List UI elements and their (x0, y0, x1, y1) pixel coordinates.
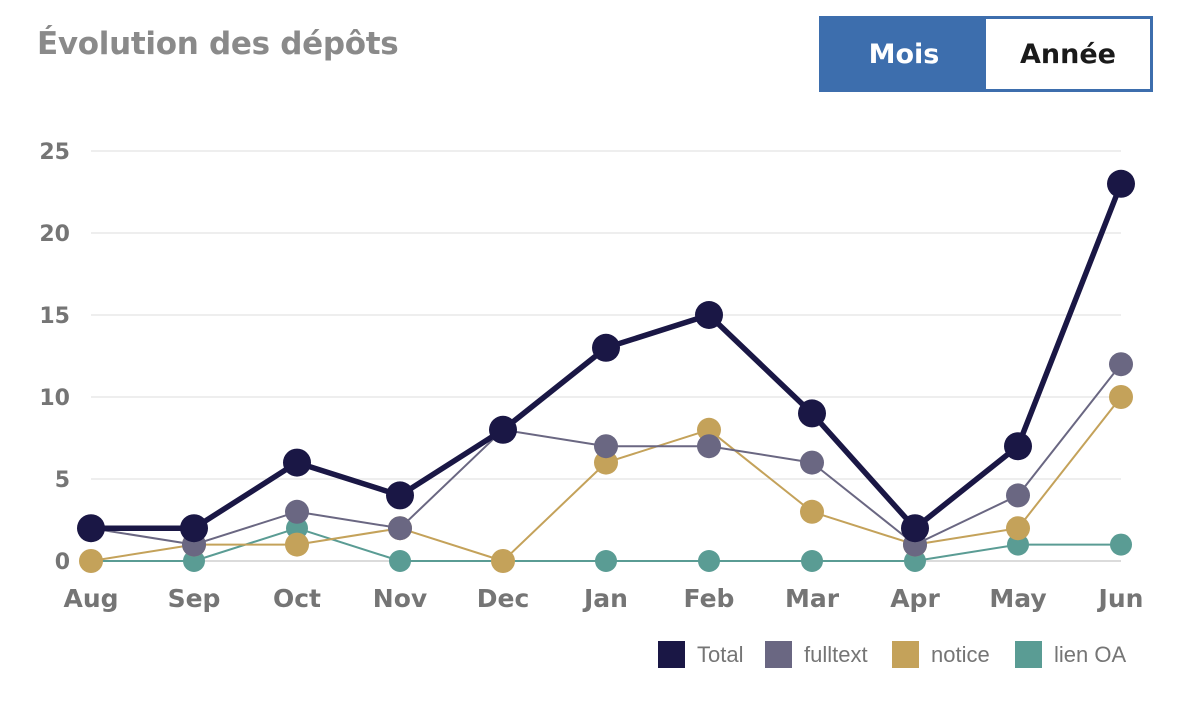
y-tick-label: 15 (39, 304, 70, 329)
data-point[interactable] (1109, 352, 1133, 377)
x-tick-label: Mar (785, 584, 840, 613)
data-point[interactable] (1107, 169, 1135, 198)
data-point[interactable] (1007, 533, 1029, 556)
data-point[interactable] (283, 448, 311, 477)
data-point[interactable] (285, 532, 309, 557)
data-point[interactable] (79, 549, 103, 573)
x-tick-label: Feb (684, 584, 735, 613)
data-point[interactable] (1110, 533, 1132, 556)
x-tick-label: Sep (168, 584, 221, 613)
x-tick-label: May (989, 584, 1046, 613)
data-point[interactable] (286, 517, 308, 540)
legend-label: fulltext (804, 642, 868, 667)
legend-label: Total (697, 642, 743, 667)
legend-item[interactable]: fulltext (765, 641, 868, 668)
data-point[interactable] (594, 434, 618, 459)
data-point[interactable] (1006, 516, 1030, 541)
legend: Total fulltext notice lien OA (658, 641, 1126, 668)
data-point[interactable] (901, 514, 929, 543)
month-button[interactable]: Mois (822, 19, 986, 89)
data-point[interactable] (491, 549, 515, 573)
data-point[interactable] (800, 499, 824, 524)
legend-item[interactable]: lien OA (1015, 641, 1126, 668)
data-point[interactable] (388, 516, 412, 541)
series-fulltext (79, 352, 1133, 557)
legend-item[interactable]: notice (892, 641, 990, 668)
legend-swatch (892, 641, 919, 668)
data-point[interactable] (801, 550, 823, 572)
x-tick-label: Oct (273, 584, 321, 613)
chart-title: Évolution des dépôts (37, 26, 399, 62)
period-toggle: Mois Année (819, 16, 1153, 92)
x-tick-label: Nov (373, 584, 427, 613)
legend-swatch (1015, 641, 1042, 668)
data-point[interactable] (695, 301, 723, 329)
data-point[interactable] (77, 514, 105, 543)
legend-label: notice (931, 642, 990, 667)
y-tick-label: 10 (39, 386, 70, 411)
y-tick-label: 20 (39, 222, 70, 247)
data-point[interactable] (1006, 483, 1030, 508)
x-tick-label: Apr (890, 584, 940, 613)
data-point[interactable] (697, 417, 721, 442)
legend-swatch (658, 641, 685, 668)
data-point[interactable] (285, 499, 309, 524)
x-tick-label: Dec (477, 584, 530, 613)
data-point[interactable] (595, 550, 617, 572)
x-tick-label: Jan (582, 584, 628, 613)
y-tick-label: 5 (55, 468, 70, 493)
data-point[interactable] (1109, 385, 1133, 409)
x-tick-label: Jun (1097, 584, 1144, 613)
legend-item[interactable]: Total (658, 641, 743, 668)
data-point[interactable] (386, 481, 414, 510)
y-axis-ticks: 0 5 10 15 20 25 (39, 140, 70, 575)
series-layer (77, 169, 1135, 573)
data-point[interactable] (183, 550, 205, 572)
data-point[interactable] (800, 450, 824, 475)
series-total (77, 169, 1135, 543)
y-tick-label: 0 (55, 550, 70, 575)
data-point[interactable] (180, 514, 208, 543)
data-point[interactable] (697, 434, 721, 459)
legend-swatch (765, 641, 792, 668)
data-point[interactable] (904, 550, 926, 572)
x-axis-ticks: Aug Sep Oct Nov Dec Jan Feb Mar Apr May Jun (63, 584, 1143, 613)
x-tick-label: Aug (63, 584, 118, 613)
data-point[interactable] (798, 399, 826, 428)
data-point[interactable] (389, 550, 411, 572)
year-button[interactable]: Année (986, 19, 1150, 89)
legend-label: lien OA (1054, 642, 1126, 667)
data-point[interactable] (698, 550, 720, 572)
data-point[interactable] (592, 333, 620, 362)
data-point[interactable] (489, 415, 517, 444)
y-tick-label: 25 (39, 140, 70, 165)
data-point[interactable] (1004, 432, 1032, 461)
data-point[interactable] (594, 450, 618, 475)
